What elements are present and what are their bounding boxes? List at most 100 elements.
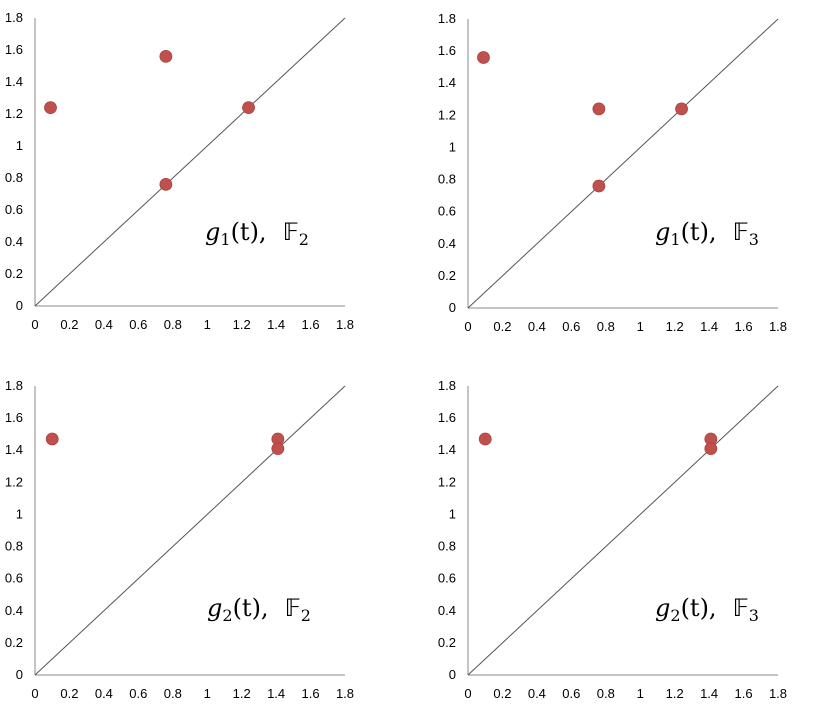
x-tick-label: 1.4 [267,686,285,701]
diagonal-line [34,385,346,676]
annotation-field: 𝔽 [733,594,749,622]
x-tick-label: 0 [31,317,38,332]
data-point [592,179,606,193]
annotation-field-sub: 2 [301,606,311,625]
y-tick-label: 1.2 [5,474,23,489]
annotation-field: 𝔽 [733,218,749,246]
panel-annotation: g2(t), 𝔽3 [655,594,759,625]
x-tick-label: 1 [204,686,211,701]
x-tick-label: 1.4 [700,686,718,701]
chart-panel-4: 0 0.2 0.4 0.6 0.8 1 1.2 1.4 1.6 1.8 0 0.2 0.4 0.6 0.8 1… [438,378,787,701]
x-tick-label: 1 [204,317,211,332]
annotation-sub: 2 [222,606,232,625]
data-point [242,101,255,114]
y-tick-label: 0.6 [5,571,23,586]
data-point [159,50,173,63]
x-tick-label: 1.8 [769,319,787,334]
y-tick-label: 0.6 [438,204,456,219]
x-tick-label: 0.8 [597,319,615,334]
x-tick-label: 0 [464,686,471,701]
x-tick-label: 1.8 [769,686,787,701]
x-tick-label: 1.2 [233,317,251,332]
x-tick-label: 0.8 [597,686,615,701]
x-tick-label: 1.4 [267,317,285,332]
chart-panel-3: 0 0.2 0.4 0.6 0.8 1 1.2 1.4 1.6 1.8 0 0.2 0.4 0.6 0.8 1… [5,378,354,701]
data-point [477,51,490,64]
y-tick-label: 1.4 [5,442,23,457]
panel-annotation: g1(t), 𝔽2 [205,218,309,249]
x-tick-label: 0.2 [60,686,78,701]
data-point [675,102,688,116]
y-tick-label: 0.2 [438,635,456,650]
annotation-func: g [655,594,670,622]
annotation-field: 𝔽 [285,594,301,622]
x-tick-label: 1.8 [336,317,354,332]
x-tick-label: 0.2 [60,317,78,332]
diagonal-line [34,17,346,307]
data-point [271,442,285,456]
x-tick-label: 1.6 [302,317,320,332]
y-tick-label: 1.6 [5,410,23,425]
annotation-sub: 2 [670,606,680,625]
y-tick-label: 1.2 [438,107,456,122]
x-tick-label: 0.6 [129,686,147,701]
diagonal-line [467,385,779,676]
y-tick-label: 0.8 [438,539,456,554]
x-tick-label: 1.6 [735,686,753,701]
annotation-func: g [207,594,222,622]
annotation-arg: (t), [231,218,267,246]
diagonal-line [467,18,779,309]
x-tick-label: 0.8 [164,317,182,332]
y-tick-label: 1 [449,506,456,521]
y-tick-label: 1.6 [5,42,23,57]
y-tick-label: 0 [16,298,23,313]
annotation-func: g [655,218,670,246]
y-tick-label: 0.8 [438,172,456,187]
x-tick-label: 1.4 [700,319,718,334]
y-tick-label: 1.4 [438,75,456,90]
x-tick-label: 1.2 [233,686,251,701]
x-tick-label: 0.6 [129,317,147,332]
x-tick-label: 0.4 [528,686,546,701]
y-tick-label: 0 [449,300,456,315]
annotation-field-sub: 3 [749,606,759,625]
data-point [159,177,173,191]
x-tick-label: 0.4 [95,686,113,701]
data-point [478,432,492,446]
annotation-arg: (t), [233,594,269,622]
y-tick-label: 0.8 [5,170,23,185]
y-tick-label: 0.6 [5,202,23,217]
y-tick-label: 1.8 [438,11,456,26]
y-tick-label: 1.6 [438,43,456,58]
y-tick-label: 0.2 [5,635,23,650]
x-tick-label: 1 [637,686,644,701]
x-tick-label: 1.6 [735,319,753,334]
y-tick-label: 1.4 [5,74,23,89]
x-tick-label: 0 [464,319,471,334]
annotation-arg: (t), [681,218,717,246]
y-tick-label: 1.8 [5,378,23,393]
x-tick-label: 1 [637,319,644,334]
data-point [704,442,718,456]
y-tick-label: 0.2 [438,268,456,283]
y-tick-label: 0.6 [438,571,456,586]
x-tick-label: 1.2 [666,686,684,701]
chart-panel-1: 0 0.2 0.4 0.6 0.8 1 1.2 1.4 1.6 1.8 0 0.2 0.4 0.6 0.8 1… [5,10,354,332]
x-tick-label: 1.2 [666,319,684,334]
y-tick-label: 1 [16,506,23,521]
annotation-sub: 1 [220,230,230,249]
x-tick-label: 0.6 [562,319,580,334]
data-point [592,102,606,116]
annotation-func: g [205,218,220,246]
x-tick-label: 0.2 [493,319,511,334]
data-point [44,101,57,114]
y-tick-label: 1.4 [438,442,456,457]
x-tick-label: 0.2 [493,686,511,701]
x-tick-label: 0.8 [164,686,182,701]
x-tick-label: 0 [31,686,38,701]
x-tick-label: 0.6 [562,686,580,701]
x-tick-label: 0.4 [528,319,546,334]
y-tick-label: 0.8 [5,539,23,554]
panel-annotation: g1(t), 𝔽3 [655,218,759,249]
